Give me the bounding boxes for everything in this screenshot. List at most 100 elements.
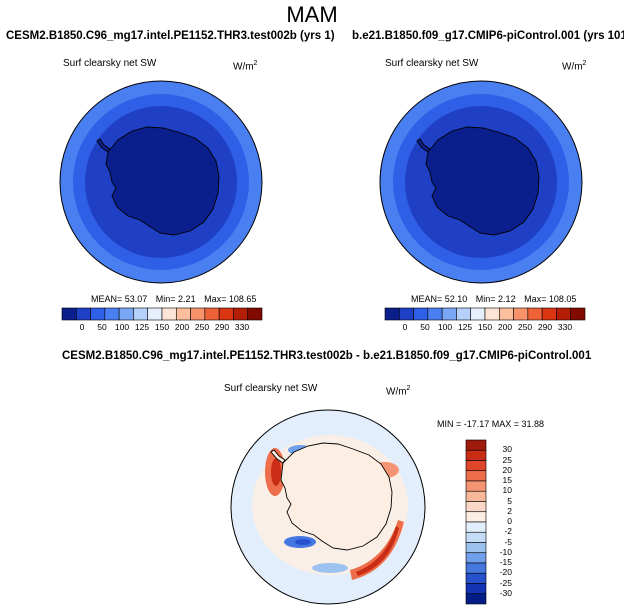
diff-units: W/m2 <box>386 385 411 398</box>
right-case-title: b.e21.B1850.f09_g17.CMIP6-piControl.001 … <box>352 30 624 42</box>
colorbar-swatch <box>218 307 234 321</box>
colorbar-swatch <box>247 307 263 321</box>
colorbar-swatch <box>61 307 77 321</box>
colorbar-swatch <box>465 583 487 595</box>
colorbar-tick-label: 10 <box>502 485 512 496</box>
colorbar-tick-label: 0 <box>79 322 85 332</box>
colorbar-tick-label: 20 <box>502 464 512 475</box>
colorbar-swatch <box>175 307 191 321</box>
antarctic-peninsula <box>416 138 431 153</box>
left-max: Max= 108.65 <box>204 294 257 304</box>
colorbar-tick-label: 0 <box>507 516 512 526</box>
colorbar-swatch <box>465 439 487 451</box>
colorbar-tick-label: -2 <box>504 526 512 537</box>
colorbar-tick-label: 330 <box>234 322 250 332</box>
left-mean: MEAN= 53.07 <box>91 294 148 304</box>
colorbar-swatch <box>470 307 486 321</box>
antarctica-ice <box>425 126 540 236</box>
colorbar-tick-label: 150 <box>154 322 170 332</box>
colorbar-swatch <box>465 480 487 492</box>
colorbar-tick-label: 125 <box>134 322 150 332</box>
colorbar-tick-label: 250 <box>194 322 210 332</box>
colorbar-swatch <box>147 307 163 321</box>
antarctica-ice <box>105 126 220 236</box>
colorbar-tick-label: 50 <box>97 322 107 332</box>
left-polar-map <box>60 81 262 283</box>
colorbar-swatch <box>190 307 206 321</box>
left-stats: MEAN= 53.07 Min= 2.21 Max= 108.65 <box>91 294 256 304</box>
colorbar-swatch <box>233 307 249 321</box>
colorbar-swatch <box>484 307 500 321</box>
colorbar-swatch <box>465 470 487 482</box>
diff-minmax: MIN = -17.17 MAX = 31.88 <box>437 419 545 429</box>
diff-colorbar-ticks: 30 25 20 15 10 5 2 0 -2 -5 -10 -15 -20 -25 -30 <box>486 440 516 604</box>
colorbar-swatch <box>513 307 529 321</box>
right-mean: MEAN= 52.10 <box>411 294 468 304</box>
antarctic-peninsula <box>96 138 111 153</box>
colorbar-tick-label: 50 <box>420 322 430 332</box>
left-map-border <box>59 80 263 284</box>
right-polar-map <box>380 81 582 283</box>
colorbar-swatch <box>465 593 487 605</box>
colorbar-tick-label: 2 <box>507 505 512 516</box>
colorbar-tick-label: -5 <box>504 536 512 547</box>
colorbar-tick-label: 290 <box>214 322 230 332</box>
colorbar-tick-label: 125 <box>457 322 473 332</box>
colorbar-tick-label: -15 <box>499 557 512 567</box>
colorbar-swatch <box>456 307 472 321</box>
antarctic-peninsula <box>270 449 286 464</box>
colorbar-swatch <box>498 307 514 321</box>
colorbar-swatch <box>541 307 557 321</box>
colorbar-swatch <box>465 521 487 533</box>
colorbar-tick-label: -30 <box>499 587 512 598</box>
diff-strong-negative-ross <box>295 539 311 545</box>
right-min: Min= 2.12 <box>475 294 516 304</box>
colorbar-swatch <box>465 542 487 554</box>
colorbar-swatch <box>398 307 414 321</box>
left-min: Min= 2.21 <box>155 294 196 304</box>
left-colorbar <box>61 307 263 321</box>
right-colorbar <box>384 307 586 321</box>
left-colorbar-ticks: 0 50 100 125 150 200 250 290 330 <box>62 322 262 334</box>
diff-map-border <box>230 409 426 605</box>
colorbar-swatch <box>465 511 487 523</box>
diff-strong-positive-west <box>271 458 281 486</box>
colorbar-swatch <box>465 490 487 502</box>
colorbar-swatch <box>204 307 220 321</box>
right-variable-title: Surf clearsky net SW <box>385 58 479 69</box>
diff-strong-positive-east-arc <box>356 526 399 576</box>
colorbar-swatch <box>465 501 487 513</box>
right-colorbar-ticks: 0 50 100 125 150 200 250 290 330 <box>385 322 585 334</box>
colorbar-tick-label: 150 <box>477 322 493 332</box>
colorbar-swatch <box>75 307 91 321</box>
left-case-title: CESM2.B1850.C96_mg17.intel.PE1152.THR3.t… <box>6 30 335 42</box>
colorbar-swatch <box>413 307 429 321</box>
diff-colorbar <box>465 439 487 605</box>
colorbar-tick-label: -20 <box>499 567 512 578</box>
antarctica-outline <box>280 442 393 551</box>
colorbar-swatch <box>465 552 487 564</box>
colorbar-swatch <box>465 572 487 584</box>
colorbar-swatch <box>527 307 543 321</box>
colorbar-tick-label: 200 <box>174 322 190 332</box>
colorbar-swatch <box>465 460 487 472</box>
colorbar-tick-label: 15 <box>502 475 512 485</box>
colorbar-tick-label: 100 <box>437 322 453 332</box>
colorbar-swatch <box>570 307 586 321</box>
colorbar-swatch <box>465 562 487 574</box>
colorbar-swatch <box>465 531 487 543</box>
colorbar-swatch <box>90 307 106 321</box>
season-title: MAM <box>286 2 338 27</box>
colorbar-swatch <box>104 307 120 321</box>
colorbar-swatch <box>161 307 177 321</box>
diff-positive-east-arc <box>350 520 404 580</box>
colorbar-tick-label: 330 <box>557 322 573 332</box>
colorbar-swatch <box>441 307 457 321</box>
colorbar-tick-label: 200 <box>497 322 513 332</box>
colorbar-tick-label: -10 <box>499 546 512 557</box>
colorbar-tick-label: 0 <box>402 322 408 332</box>
right-map-border <box>379 80 583 284</box>
diff-title: CESM2.B1850.C96_mg17.intel.PE1152.THR3.t… <box>62 350 592 362</box>
diff-variable-title: Surf clearsky net SW <box>224 383 318 394</box>
colorbar-tick-label: 250 <box>517 322 533 332</box>
